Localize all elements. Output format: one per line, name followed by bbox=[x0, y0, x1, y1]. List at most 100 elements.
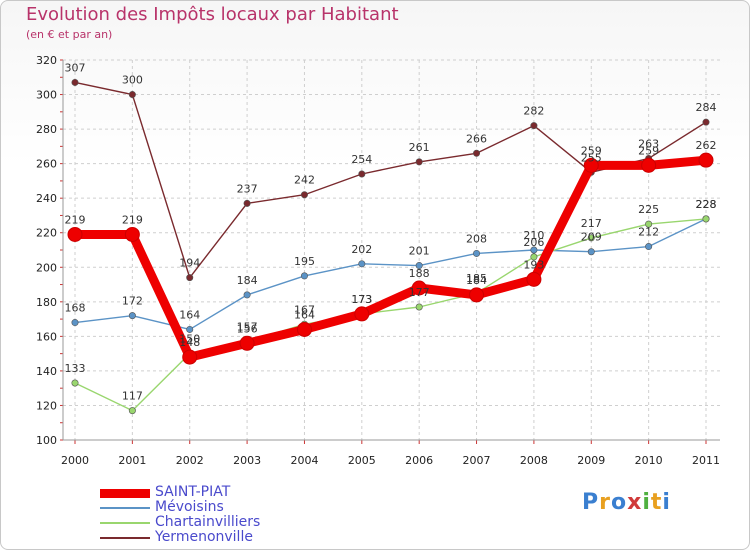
y-tick-label: 260 bbox=[36, 158, 57, 171]
data-label: 194 bbox=[179, 257, 200, 270]
y-tick-label: 160 bbox=[36, 330, 57, 343]
data-label: 168 bbox=[65, 302, 86, 315]
legend-label: Mévoisins bbox=[155, 499, 224, 515]
data-point bbox=[473, 149, 481, 157]
data-point bbox=[239, 335, 255, 351]
data-label: 225 bbox=[638, 203, 659, 216]
chart-title: Evolution des Impôts locaux par Habitant bbox=[26, 4, 399, 25]
legend-swatch bbox=[100, 522, 150, 524]
data-point bbox=[645, 220, 653, 228]
data-label: 173 bbox=[351, 293, 372, 306]
data-label: 167 bbox=[294, 303, 315, 316]
x-tick-label: 2004 bbox=[290, 454, 318, 467]
data-point bbox=[411, 280, 427, 296]
data-label: 219 bbox=[122, 213, 143, 226]
y-tick-label: 220 bbox=[36, 227, 57, 240]
data-label: 133 bbox=[65, 362, 86, 375]
data-label: 210 bbox=[523, 229, 544, 242]
data-label: 184 bbox=[237, 274, 258, 287]
data-point bbox=[358, 170, 366, 178]
x-tick-label: 2009 bbox=[577, 454, 605, 467]
data-label: 173 bbox=[351, 293, 372, 306]
data-label: 212 bbox=[638, 226, 659, 239]
data-label: 242 bbox=[294, 174, 315, 187]
legend-swatch bbox=[100, 507, 150, 509]
data-label: 184 bbox=[466, 274, 487, 287]
data-point bbox=[186, 325, 194, 333]
data-point bbox=[526, 271, 542, 287]
data-point bbox=[698, 152, 714, 168]
data-label: 282 bbox=[523, 105, 544, 118]
data-label: 188 bbox=[409, 267, 430, 280]
data-point bbox=[641, 157, 657, 173]
data-label: 201 bbox=[409, 245, 430, 258]
data-label: 307 bbox=[65, 61, 86, 74]
x-tick-label: 2011 bbox=[692, 454, 720, 467]
data-point bbox=[67, 226, 83, 242]
data-label: 208 bbox=[466, 232, 487, 245]
data-label: 284 bbox=[696, 101, 717, 114]
data-label: 228 bbox=[696, 198, 717, 211]
y-tick-label: 140 bbox=[36, 365, 57, 378]
data-label: 177 bbox=[409, 286, 430, 299]
y-tick-label: 200 bbox=[36, 261, 57, 274]
logo-letter: x bbox=[627, 490, 643, 515]
x-tick-label: 2001 bbox=[118, 454, 146, 467]
legend-swatch bbox=[100, 488, 150, 498]
logo-letter: t bbox=[650, 490, 663, 515]
series-line bbox=[70, 155, 711, 362]
data-label: 206 bbox=[523, 236, 544, 249]
data-point bbox=[124, 226, 140, 242]
legend-label: Chartainvilliers bbox=[155, 514, 261, 530]
data-label: 219 bbox=[65, 213, 86, 226]
chart-subtitle: (en € et par an) bbox=[26, 28, 113, 41]
data-point bbox=[530, 253, 538, 261]
data-label: 148 bbox=[179, 336, 200, 349]
data-point bbox=[530, 246, 538, 254]
data-label: 237 bbox=[237, 182, 258, 195]
data-point bbox=[702, 118, 710, 126]
x-tick-label: 2010 bbox=[635, 454, 663, 467]
data-point bbox=[354, 306, 370, 322]
y-tick-label: 280 bbox=[36, 123, 57, 136]
x-tick-label: 2002 bbox=[176, 454, 204, 467]
data-point bbox=[300, 191, 308, 199]
data-label: 164 bbox=[294, 308, 315, 321]
data-point bbox=[296, 321, 312, 337]
data-label: 266 bbox=[466, 132, 487, 145]
data-point bbox=[530, 122, 538, 130]
x-tick-label: 2000 bbox=[61, 454, 89, 467]
data-point bbox=[300, 272, 308, 280]
data-point bbox=[415, 303, 423, 311]
legend-label: Yermenonville bbox=[155, 529, 253, 545]
chart-canvas: 100 120 140 160 180 200 220 240 260 280 300 320 2000… bbox=[36, 54, 720, 467]
logo-letter: P bbox=[582, 490, 600, 515]
y-tick-label: 300 bbox=[36, 89, 57, 102]
data-label: 255 bbox=[581, 151, 602, 164]
data-point bbox=[587, 248, 595, 256]
y-tick-label: 240 bbox=[36, 192, 57, 205]
data-label: 156 bbox=[237, 322, 258, 335]
data-point bbox=[358, 260, 366, 268]
legend-label: SAINT-PIAT bbox=[155, 484, 231, 500]
data-point bbox=[469, 287, 485, 303]
x-tick-label: 2006 bbox=[405, 454, 433, 467]
data-label: 202 bbox=[351, 243, 372, 256]
data-point bbox=[128, 407, 136, 415]
data-point bbox=[415, 158, 423, 166]
data-label: 217 bbox=[581, 217, 602, 230]
data-point bbox=[71, 319, 79, 327]
data-label: 209 bbox=[581, 231, 602, 244]
data-point bbox=[583, 157, 599, 173]
x-tick-label: 2003 bbox=[233, 454, 261, 467]
logo-letter: r bbox=[599, 490, 611, 515]
data-label: 185 bbox=[466, 272, 487, 285]
data-label: 262 bbox=[696, 139, 717, 152]
y-tick-label: 100 bbox=[36, 434, 57, 447]
data-point bbox=[473, 249, 481, 257]
legend-swatch bbox=[100, 537, 150, 539]
data-point bbox=[645, 243, 653, 251]
x-tick-label: 2007 bbox=[463, 454, 491, 467]
data-point bbox=[415, 262, 423, 270]
